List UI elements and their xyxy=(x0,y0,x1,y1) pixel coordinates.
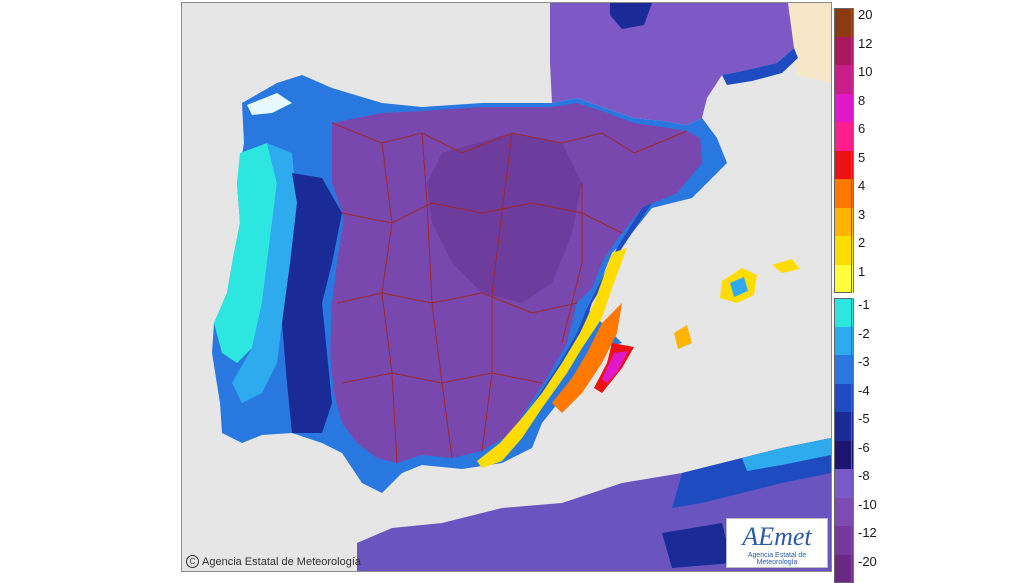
legend-label: -5 xyxy=(858,412,870,426)
ibiza-island xyxy=(674,325,692,349)
legend-label: 8 xyxy=(858,94,865,108)
legend-label: -6 xyxy=(858,441,870,455)
legend-label: 10 xyxy=(858,65,872,79)
legend-swatch xyxy=(834,298,854,327)
logo-word: AEmet xyxy=(727,522,827,552)
copyright-text: Agencia Estatal de Meteorología xyxy=(202,556,361,568)
legend-swatch xyxy=(834,65,854,94)
legend-swatch xyxy=(834,412,854,441)
logo-subtitle: Agencia Estatal de Meteorología xyxy=(727,552,827,566)
legend-label: 5 xyxy=(858,151,865,165)
legend-label: 3 xyxy=(858,208,865,222)
legend-swatch xyxy=(834,555,854,583)
legend-label: -12 xyxy=(858,526,877,540)
legend-swatch xyxy=(834,37,854,66)
legend-swatch xyxy=(834,179,854,208)
copyright-notice: C Agencia Estatal de Meteorología xyxy=(186,555,361,568)
color-legend: 20 12 10 8 6 5 4 3 2 1 -1 -2 -3 -4 -5 -6 -8 -10 -12 -20 xyxy=(834,8,904,568)
legend-label: 20 xyxy=(858,8,872,22)
legend-swatch xyxy=(834,355,854,384)
legend-label: -1 xyxy=(858,298,870,312)
legend-swatch xyxy=(834,94,854,123)
legend-swatch xyxy=(834,8,854,37)
legend-swatch xyxy=(834,526,854,555)
legend-swatch xyxy=(834,265,854,294)
legend-label: -2 xyxy=(858,327,870,341)
legend-label: -3 xyxy=(858,355,870,369)
legend-swatch xyxy=(834,441,854,470)
legend-swatch xyxy=(834,151,854,180)
menorca-island xyxy=(772,259,800,273)
pale-land-area xyxy=(788,3,831,83)
legend-label: 6 xyxy=(858,122,865,136)
legend-swatch xyxy=(834,208,854,237)
legend-label: -4 xyxy=(858,384,870,398)
map-canvas xyxy=(182,3,831,571)
legend-swatch xyxy=(834,327,854,356)
legend-label: -10 xyxy=(858,498,877,512)
legend-swatch xyxy=(834,469,854,498)
legend-label: 4 xyxy=(858,179,865,193)
legend-label: -8 xyxy=(858,469,870,483)
legend-swatch xyxy=(834,236,854,265)
legend-label: 2 xyxy=(858,236,865,250)
legend-swatch xyxy=(834,384,854,413)
legend-swatch xyxy=(834,498,854,527)
aemet-logo: AEmet Agencia Estatal de Meteorología xyxy=(726,518,828,568)
legend-label: 12 xyxy=(858,37,872,51)
legend-label: -20 xyxy=(858,555,877,569)
legend-label: 1 xyxy=(858,265,865,279)
copyright-icon: C xyxy=(186,555,199,568)
legend-swatch xyxy=(834,122,854,151)
temperature-map[interactable]: C Agencia Estatal de Meteorología AEmet … xyxy=(181,2,832,572)
